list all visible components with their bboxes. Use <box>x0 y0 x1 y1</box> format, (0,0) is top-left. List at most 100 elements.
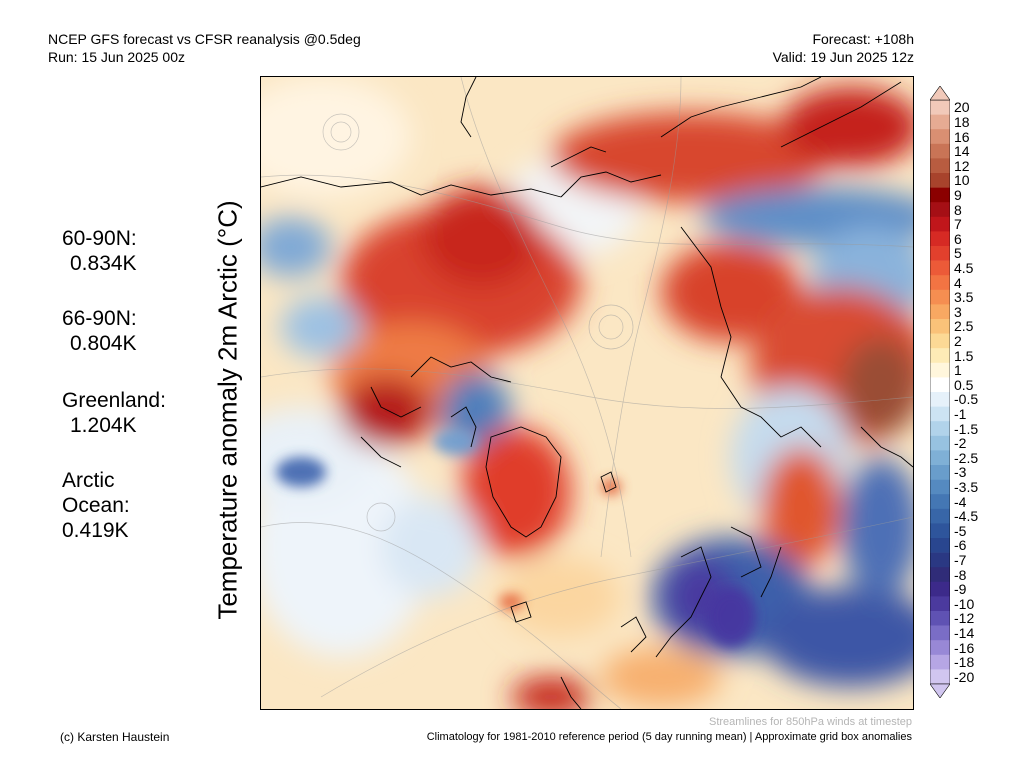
credit: (c) Karsten Haustein <box>60 730 170 744</box>
colorbar-tick-label: -2 <box>954 435 967 452</box>
header-right: Forecast: +108h Valid: 19 Jun 2025 12z <box>773 30 914 66</box>
colorbar-tick-label: -8 <box>954 566 967 583</box>
map-canvas <box>261 77 913 709</box>
colorbar-swatch <box>930 348 950 364</box>
colorbar-swatch <box>930 654 950 670</box>
colorbar-tick-label: -14 <box>954 624 975 641</box>
colorbar-swatch <box>930 319 950 334</box>
colorbar-tick-label: -3 <box>954 464 967 481</box>
colorbar-tick-label: 1.5 <box>954 347 974 364</box>
colorbar-swatch <box>930 421 950 437</box>
colorbar-tick-label: 4.5 <box>954 259 974 276</box>
colorbar-swatch <box>930 187 950 203</box>
colorbar-tick-label: -1 <box>954 405 967 422</box>
colorbar-tick-label: -5 <box>954 522 967 539</box>
colorbar-swatch <box>930 406 950 422</box>
colorbar-tick-label: 0.5 <box>954 376 974 393</box>
colorbar-swatch <box>930 304 950 320</box>
colorbar-tick-label: -9 <box>954 581 967 598</box>
streamlines <box>261 77 913 709</box>
y-axis-label: Temperature anomaly 2m Arctic (°C) <box>212 200 243 620</box>
colorbar-tick-label: -18 <box>954 654 975 671</box>
stat-60-90n: 60-90N: 0.834K <box>62 226 137 276</box>
colorbar-swatch <box>930 100 950 115</box>
colorbar-swatch <box>930 289 950 305</box>
colorbar-tick-label: 18 <box>954 113 970 130</box>
colorbar-swatch <box>930 202 950 218</box>
stat-value: 0.804K <box>70 332 137 355</box>
colorbar-tick-label: -1.5 <box>954 420 979 437</box>
stat-label: Greenland: <box>62 389 166 412</box>
colorbar-tick-label: 7 <box>954 216 962 233</box>
colorbar-swatches <box>930 99 950 685</box>
colorbar-tick-label: -4 <box>954 493 967 510</box>
colorbar-swatch <box>930 508 950 524</box>
anomaly-detail <box>276 430 756 647</box>
colorbar-tick-label: 14 <box>954 143 970 160</box>
colorbar-swatch <box>930 216 950 232</box>
colorbar-swatch <box>930 143 950 159</box>
stat-label: 60-90N: <box>62 227 137 250</box>
colorbar-swatch <box>930 231 950 247</box>
colorbar-swatch <box>930 552 950 568</box>
colorbar-swatch <box>930 494 950 510</box>
colorbar-tick-label: 8 <box>954 201 962 218</box>
colorbar-tick-label: -2.5 <box>954 449 979 466</box>
colorbar-swatch <box>930 392 950 407</box>
colorbar-swatch <box>930 377 950 393</box>
colorbar-tick-label: -0.5 <box>954 391 979 408</box>
anomaly-map <box>260 76 914 710</box>
colorbar-tick-label: 10 <box>954 172 970 189</box>
colorbar-tick-label: 4 <box>954 274 962 291</box>
colorbar-tick-label: 2.5 <box>954 318 974 335</box>
colorbar-swatch <box>930 523 950 539</box>
colorbar-swatch <box>930 260 950 276</box>
colorbar-tick-label: 1 <box>954 362 962 379</box>
map-title: NCEP GFS forecast vs CFSR reanalysis @0.… <box>48 31 361 47</box>
stat-label: 66-90N: <box>62 307 137 330</box>
anomaly-field <box>261 77 913 709</box>
stat-value: 0.419K <box>62 519 129 542</box>
colorbar-tick-label: 12 <box>954 157 970 174</box>
colorbar-swatch <box>930 435 950 451</box>
colorbar-swatch <box>930 640 950 656</box>
colorbar-tick-label: 3.5 <box>954 289 974 306</box>
colorbar-swatch <box>930 567 950 583</box>
colorbar-swatch <box>930 581 950 597</box>
colorbar-swatch <box>930 173 950 188</box>
colorbar-tick-label: -10 <box>954 595 975 612</box>
colorbar-tick-label: 5 <box>954 245 962 262</box>
stat-arctic-ocean: Arctic Ocean: 0.419K <box>62 468 162 543</box>
stat-greenland: Greenland: 1.204K <box>62 388 166 438</box>
colorbar-tick-label: 3 <box>954 303 962 320</box>
colorbar-bottom-arrow <box>930 683 950 698</box>
colorbar-swatch <box>930 246 950 261</box>
forecast-hour: Forecast: +108h <box>812 31 914 47</box>
colorbar-swatch <box>930 362 950 378</box>
colorbar-swatch <box>930 611 950 626</box>
colorbar-swatch <box>930 465 950 480</box>
colorbar-tick-label: -4.5 <box>954 508 979 525</box>
stat-value: 1.204K <box>70 414 137 437</box>
colorbar-tick-label: 2 <box>954 332 962 349</box>
colorbar-swatch <box>930 275 950 291</box>
colorbar-swatch <box>930 450 950 466</box>
stat-value: 0.834K <box>70 252 137 275</box>
colorbar-swatch <box>930 538 950 553</box>
colorbar-tick-label: -20 <box>954 668 975 685</box>
valid-time: Valid: 19 Jun 2025 12z <box>772 49 914 65</box>
colorbar-tick-label: -3.5 <box>954 478 979 495</box>
stat-label: Arctic Ocean: <box>62 469 130 517</box>
colorbar-tick-label: -6 <box>954 537 967 554</box>
colorbar-tick-label: 9 <box>954 186 962 203</box>
stat-66-90n: 66-90N: 0.804K <box>62 306 137 356</box>
colorbar-tick-label: 20 <box>954 99 970 116</box>
streamline-note: Streamlines for 850hPa winds at timestep <box>709 716 912 728</box>
colorbar <box>930 86 950 698</box>
header-left: NCEP GFS forecast vs CFSR reanalysis @0.… <box>48 30 361 66</box>
colorbar-swatch <box>930 669 950 685</box>
coastlines <box>261 77 913 709</box>
colorbar-swatch <box>930 596 950 612</box>
colorbar-tick-label: -7 <box>954 551 967 568</box>
colorbar-top-arrow <box>930 86 950 101</box>
